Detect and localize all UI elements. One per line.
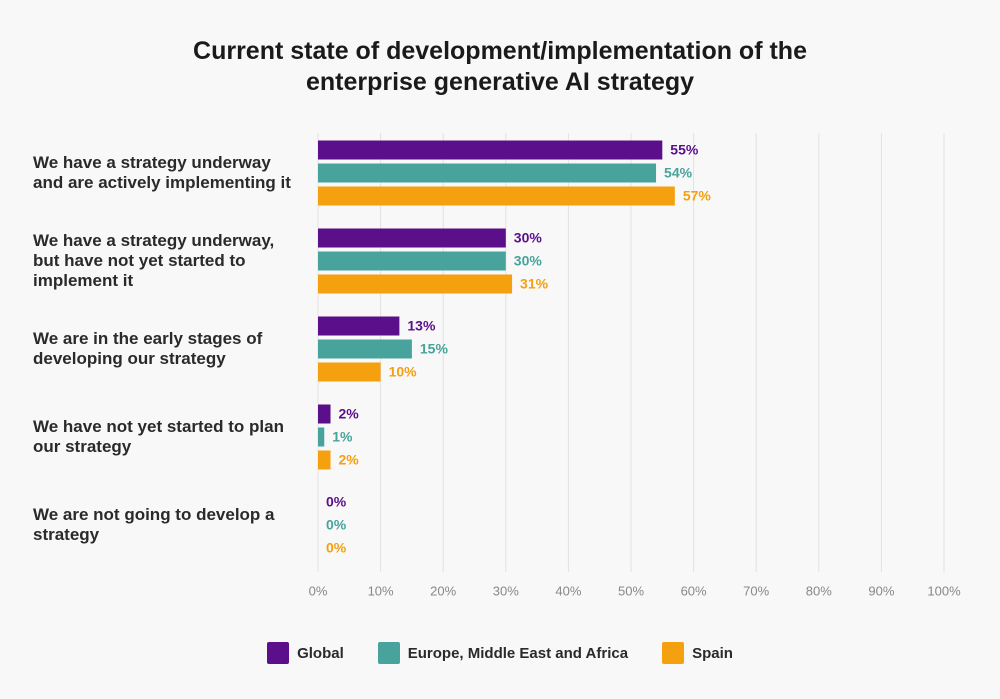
legend-label: Europe, Middle East and Africa	[407, 644, 629, 662]
value-label: 30%	[514, 230, 543, 246]
value-label: 10%	[389, 364, 418, 380]
category-label: We have a strategy underway, but have no…	[33, 231, 275, 290]
bar	[318, 163, 657, 183]
x-tick-label: 30%	[493, 583, 519, 598]
legend-label: Global	[297, 644, 344, 662]
value-label: 0%	[326, 494, 347, 510]
bar	[318, 339, 412, 359]
bar	[318, 140, 663, 160]
value-label: 31%	[520, 276, 549, 292]
category-label: We are in the early stages of developing…	[33, 329, 263, 368]
category-label: We are not going to develop a strategy	[33, 505, 275, 544]
bar	[318, 251, 506, 271]
chart-title: Current state of development/implementat…	[193, 37, 807, 96]
value-label: 55%	[670, 142, 699, 158]
legend-swatch	[662, 642, 685, 664]
value-label: 0%	[326, 540, 347, 556]
legend-item: Spain	[662, 642, 733, 664]
x-tick-label: 40%	[555, 583, 581, 598]
value-label: 57%	[683, 188, 712, 204]
bar	[318, 450, 331, 470]
x-tick-label: 10%	[368, 583, 394, 598]
value-label: 0%	[326, 517, 347, 533]
value-label: 54%	[664, 165, 693, 181]
legend: Global Europe, Middle East and Africa Spai…	[0, 642, 1000, 664]
legend-item: Global	[267, 642, 344, 664]
bar	[318, 404, 331, 424]
x-tick-label: 0%	[309, 583, 328, 598]
value-label: 30%	[514, 253, 543, 269]
bar	[318, 427, 325, 447]
legend-item: Europe, Middle East and Africa	[377, 642, 629, 664]
x-tick-label: 70%	[743, 583, 769, 598]
value-label: 1%	[332, 429, 353, 445]
value-label: 15%	[420, 341, 449, 357]
legend-label: Spain	[692, 644, 733, 662]
value-label: 13%	[407, 318, 436, 334]
bar	[318, 274, 513, 294]
value-label: 2%	[339, 452, 360, 468]
x-tick-label: 50%	[618, 583, 644, 598]
legend-swatch	[377, 642, 400, 664]
legend-swatch	[267, 642, 290, 664]
bar	[318, 316, 400, 336]
category-label: We have not yet started to plan our stra…	[33, 417, 284, 456]
bar	[318, 362, 381, 382]
x-tick-label: 20%	[430, 583, 456, 598]
bar	[318, 186, 675, 206]
category-label: We have a strategy underway and are acti…	[33, 153, 291, 192]
value-label: 2%	[339, 406, 360, 422]
x-tick-label: 80%	[806, 583, 832, 598]
x-tick-label: 100%	[927, 583, 961, 598]
x-tick-label: 90%	[868, 583, 894, 598]
bar	[318, 228, 506, 248]
x-tick-label: 60%	[681, 583, 707, 598]
